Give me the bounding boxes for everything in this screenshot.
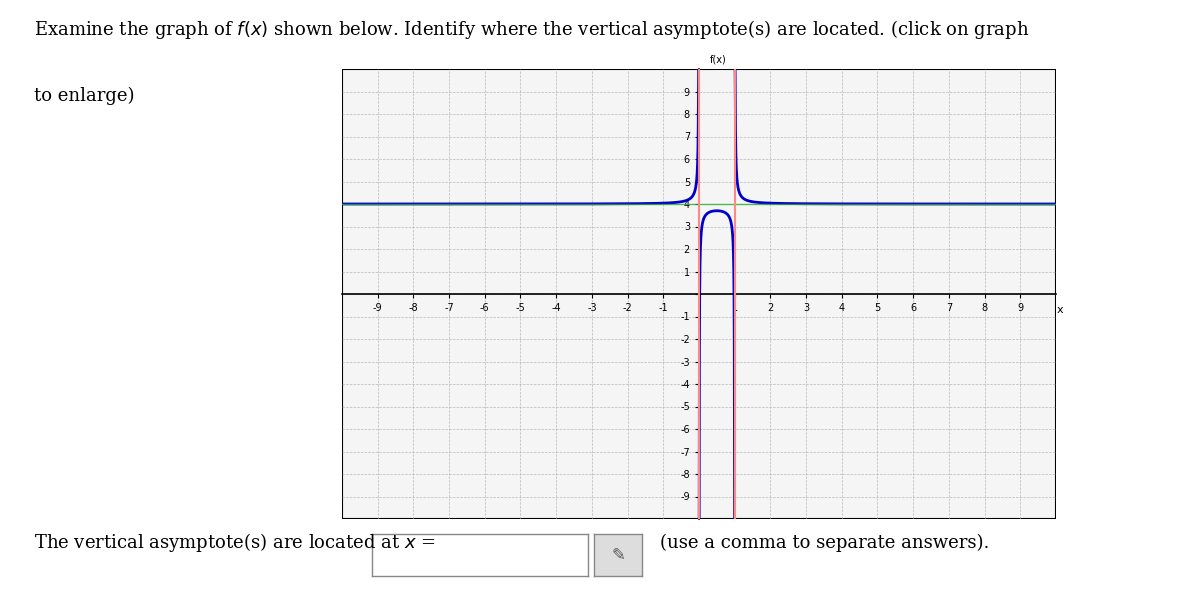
Text: The vertical asymptote(s) are located at $x$ =: The vertical asymptote(s) are located at…: [34, 532, 436, 554]
Text: ✎: ✎: [611, 546, 625, 564]
Text: f(x): f(x): [709, 55, 726, 64]
Bar: [342, 69, 1056, 519]
Text: to enlarge): to enlarge): [34, 87, 134, 105]
Text: Examine the graph of $f(x)$ shown below. Identify where the vertical asymptote(s: Examine the graph of $f(x)$ shown below.…: [34, 18, 1028, 41]
Text: x: x: [1056, 305, 1063, 315]
Text: (use a comma to separate answers).: (use a comma to separate answers).: [660, 534, 989, 552]
